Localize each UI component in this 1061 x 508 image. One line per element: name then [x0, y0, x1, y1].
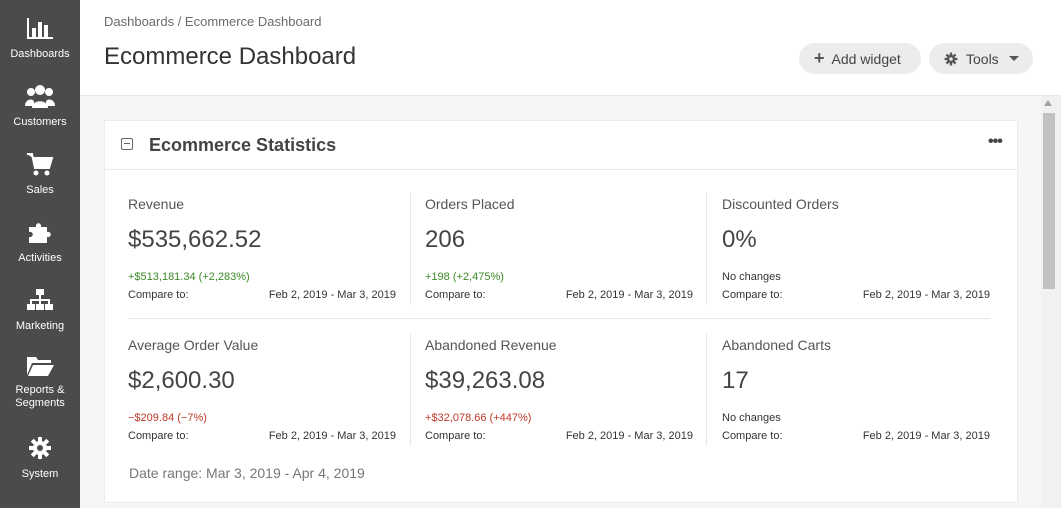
- column-divider: [410, 334, 411, 446]
- stat-discounted-orders: Discounted Orders 0% No changes Compare …: [722, 196, 990, 316]
- sidebar-item-marketing[interactable]: Marketing: [0, 272, 80, 340]
- stat-label: Discounted Orders: [722, 196, 839, 212]
- scroll-up-arrow-icon[interactable]: [1044, 100, 1052, 106]
- column-divider: [706, 193, 707, 305]
- stat-label: Revenue: [128, 196, 185, 212]
- tools-button[interactable]: Tools: [929, 43, 1033, 74]
- tools-label: Tools: [966, 50, 999, 67]
- stat-value: 206: [425, 226, 466, 253]
- bar-chart-icon: [25, 14, 55, 42]
- compare-range: Feb 2, 2019 - Mar 3, 2019: [565, 430, 693, 442]
- sidebar-item-label-line2: Segments: [15, 397, 65, 409]
- stat-value: $535,662.52: [128, 226, 262, 253]
- widget-header: Ecommerce Statistics •••: [105, 121, 1017, 170]
- compare-range: Feb 2, 2019 - Mar 3, 2019: [268, 289, 396, 301]
- stat-label: Abandoned Carts: [722, 337, 831, 353]
- page-title: Ecommerce Dashboard: [104, 43, 357, 70]
- ecommerce-statistics-widget: Ecommerce Statistics ••• Revenue $535,66…: [104, 120, 1018, 503]
- add-widget-button[interactable]: + Add widget: [799, 43, 921, 74]
- gear-icon: [944, 52, 958, 66]
- stat-value: $2,600.30: [128, 367, 235, 394]
- users-icon: [25, 82, 55, 110]
- stat-change: +$513,181.34 (+2,283%): [128, 271, 250, 283]
- stat-change: No changes: [722, 412, 781, 424]
- sitemap-icon: [25, 286, 55, 314]
- date-range-label: Date range: Mar 3, 2019 - Apr 4, 2019: [129, 465, 365, 481]
- stat-value: 0%: [722, 226, 757, 253]
- stat-change: +198 (+2,475%): [425, 271, 504, 283]
- row-divider: [128, 318, 990, 319]
- stat-label: Abandoned Revenue: [425, 337, 557, 353]
- compare-label: Compare to:: [128, 430, 189, 442]
- compare-label: Compare to:: [722, 289, 783, 301]
- stat-change: −$209.84 (−7%): [128, 412, 207, 424]
- plus-icon: +: [814, 48, 825, 68]
- compare-label: Compare to:: [128, 289, 189, 301]
- sidebar-item-reports-segments[interactable]: Reports & Segments: [0, 340, 80, 410]
- stat-orders-placed: Orders Placed 206 +198 (+2,475%) Compare…: [425, 196, 693, 316]
- add-widget-label: Add widget: [831, 50, 901, 67]
- sidebar-item-sales[interactable]: Sales: [0, 136, 80, 204]
- sidebar-item-label: Reports & Segments: [15, 384, 65, 410]
- compare-range: Feb 2, 2019 - Mar 3, 2019: [565, 289, 693, 301]
- compare-range: Feb 2, 2019 - Mar 3, 2019: [862, 289, 990, 301]
- compare-range: Feb 2, 2019 - Mar 3, 2019: [862, 430, 990, 442]
- puzzle-icon: [25, 218, 55, 246]
- stat-change: No changes: [722, 271, 781, 283]
- sidebar-item-label: Sales: [26, 184, 54, 196]
- stat-label: Average Order Value: [128, 337, 259, 353]
- column-divider: [706, 334, 707, 446]
- stat-average-order-value: Average Order Value $2,600.30 −$209.84 (…: [128, 337, 396, 457]
- compare-range: Feb 2, 2019 - Mar 3, 2019: [268, 430, 396, 442]
- collapse-toggle-icon[interactable]: [121, 138, 133, 150]
- sidebar-item-customers[interactable]: Customers: [0, 68, 80, 136]
- cart-icon: [25, 150, 55, 178]
- sidebar-item-activities[interactable]: Activities: [0, 204, 80, 272]
- gear-icon: [25, 434, 55, 462]
- sidebar-item-label: Activities: [18, 252, 62, 264]
- sidebar-item-dashboards[interactable]: Dashboards: [0, 0, 80, 68]
- compare-label: Compare to:: [425, 430, 486, 442]
- breadcrumb[interactable]: Dashboards / Ecommerce Dashboard: [104, 14, 322, 29]
- scrollbar-thumb[interactable]: [1043, 113, 1055, 289]
- sidebar-item-label: Customers: [13, 116, 67, 128]
- stat-revenue: Revenue $535,662.52 +$513,181.34 (+2,283…: [128, 196, 396, 316]
- page-header: Dashboards / Ecommerce Dashboard Ecommer…: [80, 0, 1061, 96]
- sidebar-item-label: Marketing: [15, 320, 65, 332]
- stat-abandoned-carts: Abandoned Carts 17 No changes Compare to…: [722, 337, 990, 457]
- sidebar: Dashboards Customers Sales Activities Ma…: [0, 0, 80, 508]
- sidebar-item-label: Dashboards: [10, 48, 70, 60]
- sidebar-item-label-line1: Reports &: [15, 384, 65, 396]
- sidebar-item-label: System: [21, 468, 59, 480]
- widget-menu-dots-icon[interactable]: •••: [988, 133, 1003, 150]
- stat-value: 17: [722, 367, 749, 394]
- widget-title: Ecommerce Statistics: [149, 135, 337, 155]
- column-divider: [410, 193, 411, 305]
- compare-label: Compare to:: [722, 430, 783, 442]
- stat-change: +$32,078.66 (+447%): [425, 412, 532, 424]
- compare-label: Compare to:: [425, 289, 486, 301]
- caret-down-icon: [1008, 56, 1019, 61]
- sidebar-item-system[interactable]: System: [0, 422, 80, 490]
- stat-label: Orders Placed: [425, 196, 515, 212]
- stat-value: $39,263.08: [425, 367, 546, 394]
- folder-icon: [25, 354, 55, 378]
- stat-abandoned-revenue: Abandoned Revenue $39,263.08 +$32,078.66…: [425, 337, 693, 457]
